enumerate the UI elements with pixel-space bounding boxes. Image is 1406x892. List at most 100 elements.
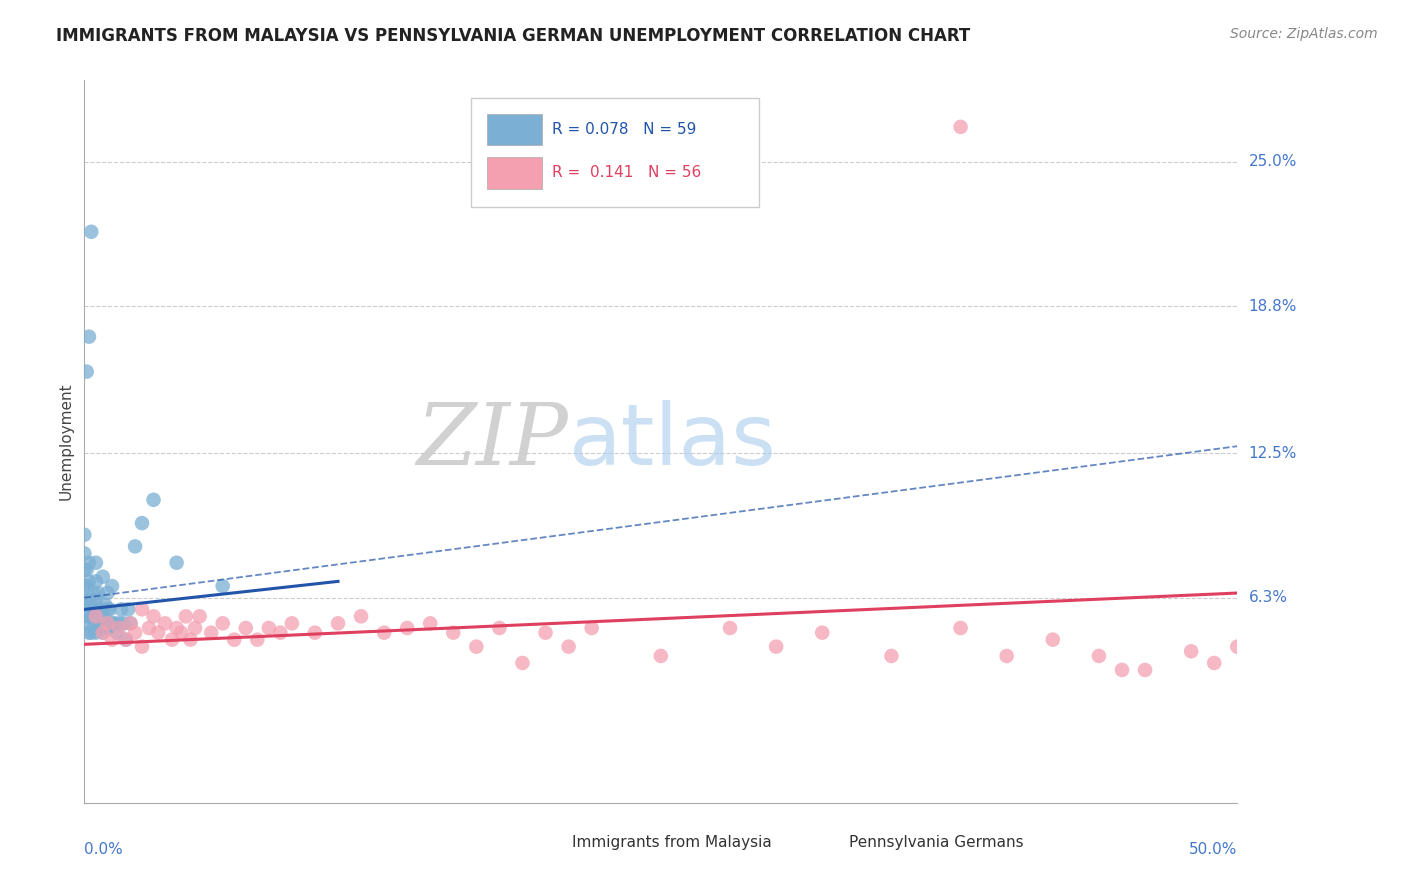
Text: 50.0%: 50.0% xyxy=(1189,842,1237,856)
Point xyxy=(91,625,114,640)
Point xyxy=(105,625,128,640)
FancyBboxPatch shape xyxy=(486,113,543,145)
Point xyxy=(557,640,579,654)
Point xyxy=(246,632,269,647)
Point xyxy=(84,609,107,624)
Point xyxy=(1088,648,1111,663)
Point xyxy=(1042,632,1064,647)
Point xyxy=(98,602,121,616)
Point xyxy=(77,609,100,624)
Point xyxy=(96,602,118,616)
Point xyxy=(83,602,105,616)
Point xyxy=(174,609,197,624)
Point xyxy=(80,625,103,640)
Point xyxy=(76,365,98,379)
Point xyxy=(73,609,96,624)
Text: IMMIGRANTS FROM MALAYSIA VS PENNSYLVANIA GERMAN UNEMPLOYMENT CORRELATION CHART: IMMIGRANTS FROM MALAYSIA VS PENNSYLVANIA… xyxy=(56,27,970,45)
Point xyxy=(184,621,207,635)
Point xyxy=(108,616,131,631)
Text: R = 0.078   N = 59: R = 0.078 N = 59 xyxy=(553,122,697,136)
Point xyxy=(120,616,142,631)
Point xyxy=(811,625,834,640)
Point xyxy=(153,616,176,631)
Point xyxy=(89,602,111,616)
Point xyxy=(96,621,118,635)
Point xyxy=(880,648,903,663)
Point xyxy=(1226,640,1249,654)
Point xyxy=(84,574,107,589)
Point xyxy=(91,625,114,640)
Point xyxy=(224,632,246,647)
Text: R =  0.141   N = 56: R = 0.141 N = 56 xyxy=(553,165,702,180)
Point xyxy=(949,621,972,635)
Point xyxy=(146,625,169,640)
Point xyxy=(87,586,110,600)
Point xyxy=(131,640,153,654)
Point xyxy=(200,625,222,640)
Point xyxy=(87,602,110,616)
Point xyxy=(281,616,304,631)
Point xyxy=(87,621,110,635)
Point xyxy=(77,329,100,343)
Point xyxy=(76,598,98,612)
Text: Immigrants from Malaysia: Immigrants from Malaysia xyxy=(572,835,772,850)
Point xyxy=(115,632,138,647)
Text: atlas: atlas xyxy=(568,400,776,483)
Point xyxy=(326,616,349,631)
Point xyxy=(138,621,160,635)
Text: 18.8%: 18.8% xyxy=(1249,299,1296,314)
Point xyxy=(73,579,96,593)
Text: 25.0%: 25.0% xyxy=(1249,154,1296,169)
Point xyxy=(1204,656,1226,670)
FancyBboxPatch shape xyxy=(486,157,543,189)
Point xyxy=(718,621,741,635)
Point xyxy=(117,602,139,616)
Point xyxy=(77,574,100,589)
Point xyxy=(98,621,121,635)
FancyBboxPatch shape xyxy=(796,830,844,855)
Point xyxy=(142,609,165,624)
Point xyxy=(84,609,107,624)
Point xyxy=(1180,644,1202,658)
Point xyxy=(77,625,100,640)
Point xyxy=(142,492,165,507)
Point xyxy=(512,656,534,670)
Point xyxy=(101,579,124,593)
Text: Source: ZipAtlas.com: Source: ZipAtlas.com xyxy=(1230,27,1378,41)
Point xyxy=(211,579,233,593)
Point xyxy=(73,546,96,560)
Point xyxy=(179,632,201,647)
Text: ZIP: ZIP xyxy=(416,401,568,483)
Point xyxy=(131,516,153,530)
Point xyxy=(103,616,125,631)
Point xyxy=(76,579,98,593)
Point xyxy=(101,632,124,647)
Point xyxy=(96,586,118,600)
Point xyxy=(84,556,107,570)
Point xyxy=(84,593,107,607)
Point xyxy=(534,625,557,640)
Point xyxy=(350,609,373,624)
Point xyxy=(465,640,488,654)
Point xyxy=(108,621,131,635)
Point xyxy=(166,556,188,570)
Point xyxy=(581,621,603,635)
Point xyxy=(124,625,146,640)
Point xyxy=(112,616,135,631)
Point xyxy=(115,632,138,647)
Point xyxy=(396,621,419,635)
Point xyxy=(1111,663,1133,677)
Point xyxy=(373,625,395,640)
Point xyxy=(124,540,146,554)
Point xyxy=(94,616,117,631)
Point xyxy=(170,625,193,640)
Text: 6.3%: 6.3% xyxy=(1249,591,1288,605)
Point xyxy=(160,632,183,647)
Point xyxy=(650,648,672,663)
FancyBboxPatch shape xyxy=(519,830,567,855)
Point xyxy=(235,621,257,635)
FancyBboxPatch shape xyxy=(471,98,759,207)
Point xyxy=(188,609,211,624)
Point xyxy=(419,616,441,631)
Point xyxy=(84,625,107,640)
